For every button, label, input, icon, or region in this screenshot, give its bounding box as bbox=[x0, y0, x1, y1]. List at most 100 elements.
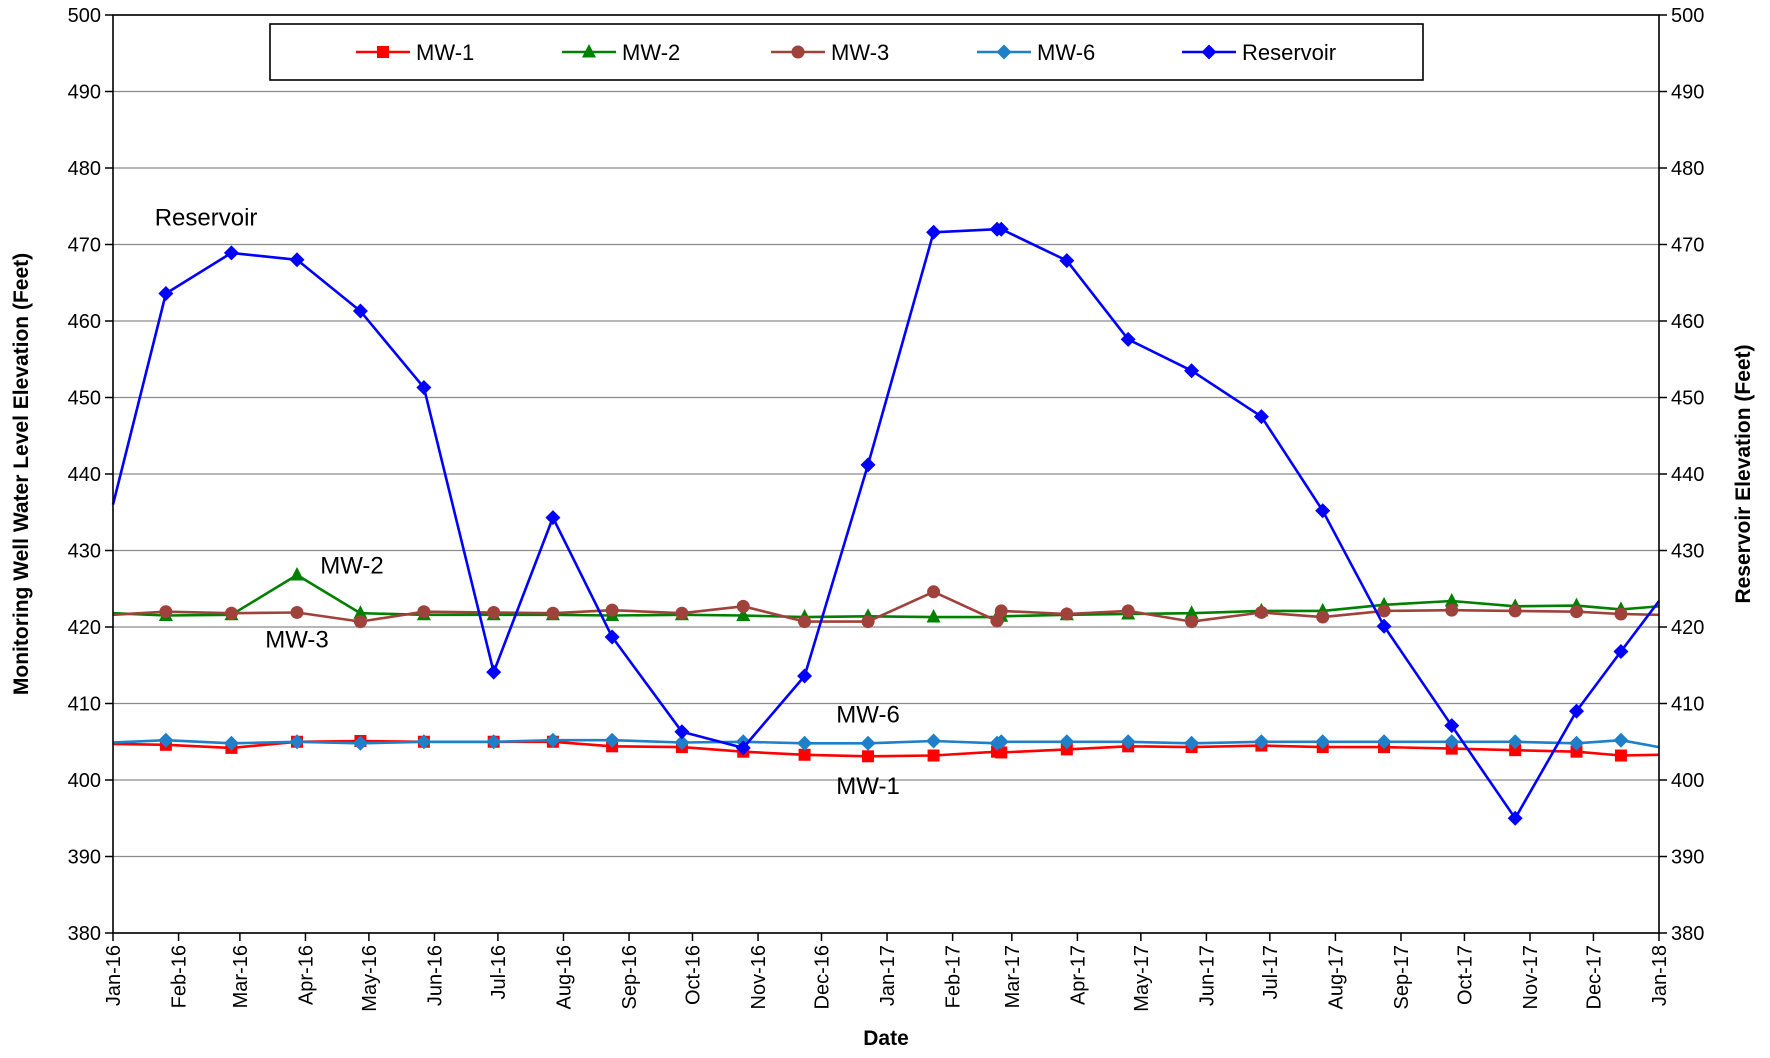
right-y-tick-label-490: 490 bbox=[1671, 82, 1704, 104]
x-tick-label-21: Oct-17 bbox=[1454, 945, 1476, 1005]
data-point-reservoir-4 bbox=[352, 303, 368, 319]
x-tick-label-19: Aug-17 bbox=[1325, 945, 1347, 1010]
data-point-mw-1-12 bbox=[862, 750, 875, 763]
x-tick-label-4: May-16 bbox=[359, 945, 381, 1012]
x-tick-label-24: Jan-18 bbox=[1649, 945, 1671, 1006]
left-y-tick-label-490: 490 bbox=[68, 82, 101, 104]
x-tick-label-7: Aug-16 bbox=[553, 945, 575, 1010]
right-y-tick-label-390: 390 bbox=[1671, 847, 1704, 869]
data-point-mw-6-2 bbox=[223, 735, 239, 751]
data-point-reservoir-3 bbox=[289, 252, 305, 268]
right-y-tick-label-410: 410 bbox=[1671, 694, 1704, 716]
data-point-mw-1-23 bbox=[1509, 744, 1522, 757]
data-point-mw-3-9 bbox=[675, 606, 689, 620]
x-tick-label-6: Jul-16 bbox=[488, 945, 510, 999]
data-point-mw-1-24 bbox=[1570, 745, 1583, 758]
data-point-mw-6-15 bbox=[993, 734, 1009, 750]
x-tick-label-0: Jan-16 bbox=[103, 945, 125, 1006]
data-point-mw-3-10 bbox=[736, 599, 750, 613]
data-point-mw-3-2 bbox=[224, 606, 238, 620]
left-y-tick-label-450: 450 bbox=[68, 388, 101, 410]
data-point-mw-6-19 bbox=[1253, 734, 1269, 750]
series-mw-3 bbox=[112, 585, 1660, 629]
data-point-mw-3-16 bbox=[1060, 607, 1074, 621]
data-point-mw-3-1 bbox=[159, 605, 173, 619]
data-point-mw-3-21 bbox=[1377, 604, 1391, 618]
right-y-tick-label-500: 500 bbox=[1671, 5, 1704, 27]
x-axis-title: Date bbox=[863, 1027, 909, 1050]
data-point-mw-3-7 bbox=[546, 606, 560, 620]
x-tick-label-13: Feb-17 bbox=[943, 945, 965, 1008]
x-tick-label-16: May-17 bbox=[1131, 945, 1153, 1012]
axis-ticks: 500 500 490 490 480 480 470 470 460 460 450 450 440 4… bbox=[68, 5, 1705, 1012]
data-point-reservoir-12 bbox=[860, 457, 876, 473]
legend-item-mw-3: MW-3 bbox=[771, 40, 889, 65]
data-point-reservoir-19 bbox=[1253, 409, 1269, 425]
right-y-axis-title: Reservoir Elevation (Feet) bbox=[1732, 344, 1755, 603]
data-point-reservoir-7 bbox=[545, 510, 561, 526]
data-point-reservoir-5 bbox=[416, 380, 432, 396]
left-y-tick-label-430: 430 bbox=[68, 541, 101, 563]
data-point-mw-2-4 bbox=[353, 605, 368, 619]
data-point-mw-6-9 bbox=[674, 735, 690, 751]
data-point-mw-3-11 bbox=[798, 615, 812, 629]
data-point-mw-1-25 bbox=[1614, 749, 1627, 762]
right-y-tick-label-420: 420 bbox=[1671, 617, 1704, 639]
right-y-tick-label-400: 400 bbox=[1671, 770, 1704, 792]
annotation-mw-1: MW-1 bbox=[836, 773, 900, 800]
data-point-reservoir-2 bbox=[223, 245, 239, 261]
left-y-tick-label-480: 480 bbox=[68, 158, 101, 180]
right-y-tick-label-430: 430 bbox=[1671, 541, 1704, 563]
right-y-tick-label-450: 450 bbox=[1671, 388, 1704, 410]
data-point-mw-6-3 bbox=[289, 734, 305, 750]
data-point-mw-6-18 bbox=[1184, 735, 1200, 751]
legend-swatch-marker-mw-3 bbox=[791, 45, 805, 59]
data-point-mw-6-8 bbox=[604, 732, 620, 748]
left-y-tick-label-500: 500 bbox=[68, 5, 101, 27]
x-tick-label-5: Jun-16 bbox=[424, 945, 446, 1006]
legend-swatch-marker-mw-2 bbox=[582, 44, 596, 58]
data-point-mw-6-24 bbox=[1569, 735, 1585, 751]
data-point-mw-2-3 bbox=[289, 566, 304, 581]
data-point-reservoir-9 bbox=[674, 724, 690, 740]
left-y-tick-label-390: 390 bbox=[68, 847, 101, 869]
annotation-mw-3: MW-3 bbox=[265, 627, 329, 654]
data-point-reservoir-21 bbox=[1376, 618, 1392, 634]
left-y-tick-label-410: 410 bbox=[68, 694, 101, 716]
data-point-reservoir-23 bbox=[1507, 810, 1523, 826]
data-point-reservoir-10 bbox=[735, 740, 751, 756]
annotations: Reservoir MW-2 MW-3 MW-6 MW-1 bbox=[155, 204, 900, 799]
data-point-reservoir-8 bbox=[604, 629, 620, 645]
data-point-reservoir-11 bbox=[797, 668, 813, 684]
data-point-mw-6-25 bbox=[1613, 732, 1629, 748]
data-point-mw-1-16 bbox=[1060, 743, 1073, 756]
data-point-reservoir-1 bbox=[158, 285, 174, 301]
legend-item-mw-1: MW-1 bbox=[356, 40, 474, 65]
annotation-mw-2: MW-2 bbox=[320, 552, 384, 579]
data-point-reservoir-22 bbox=[1444, 718, 1460, 734]
data-point-mw-1-13 bbox=[927, 749, 940, 762]
x-tick-label-10: Nov-16 bbox=[748, 945, 770, 1009]
legend-swatch-marker-reservoir bbox=[1201, 44, 1217, 60]
data-point-mw-6-7 bbox=[545, 732, 561, 748]
data-point-mw-2-10 bbox=[736, 607, 751, 622]
data-point-mw-3-13 bbox=[927, 585, 941, 599]
x-tick-label-3: Apr-16 bbox=[295, 945, 317, 1005]
right-y-tick-label-480: 480 bbox=[1671, 158, 1704, 180]
data-point-mw-2-18 bbox=[1184, 605, 1199, 619]
data-point-mw-6-17 bbox=[1120, 734, 1136, 750]
left-y-tick-label-420: 420 bbox=[68, 617, 101, 639]
legend-label-mw-1: MW-1 bbox=[416, 40, 474, 65]
left-y-tick-label-400: 400 bbox=[68, 770, 101, 792]
right-y-tick-label-440: 440 bbox=[1671, 464, 1704, 486]
annotation-reservoir: Reservoir bbox=[155, 204, 258, 231]
series-mw-6 bbox=[112, 732, 1660, 751]
right-y-tick-label-470: 470 bbox=[1671, 235, 1704, 257]
right-y-tick-label-380: 380 bbox=[1671, 923, 1704, 945]
data-point-mw-3-8 bbox=[605, 603, 619, 617]
data-point-mw-3-12 bbox=[861, 615, 875, 629]
x-tick-label-22: Nov-17 bbox=[1520, 945, 1542, 1009]
data-point-mw-3-19 bbox=[1254, 605, 1268, 619]
data-point-mw-6-23 bbox=[1507, 734, 1523, 750]
